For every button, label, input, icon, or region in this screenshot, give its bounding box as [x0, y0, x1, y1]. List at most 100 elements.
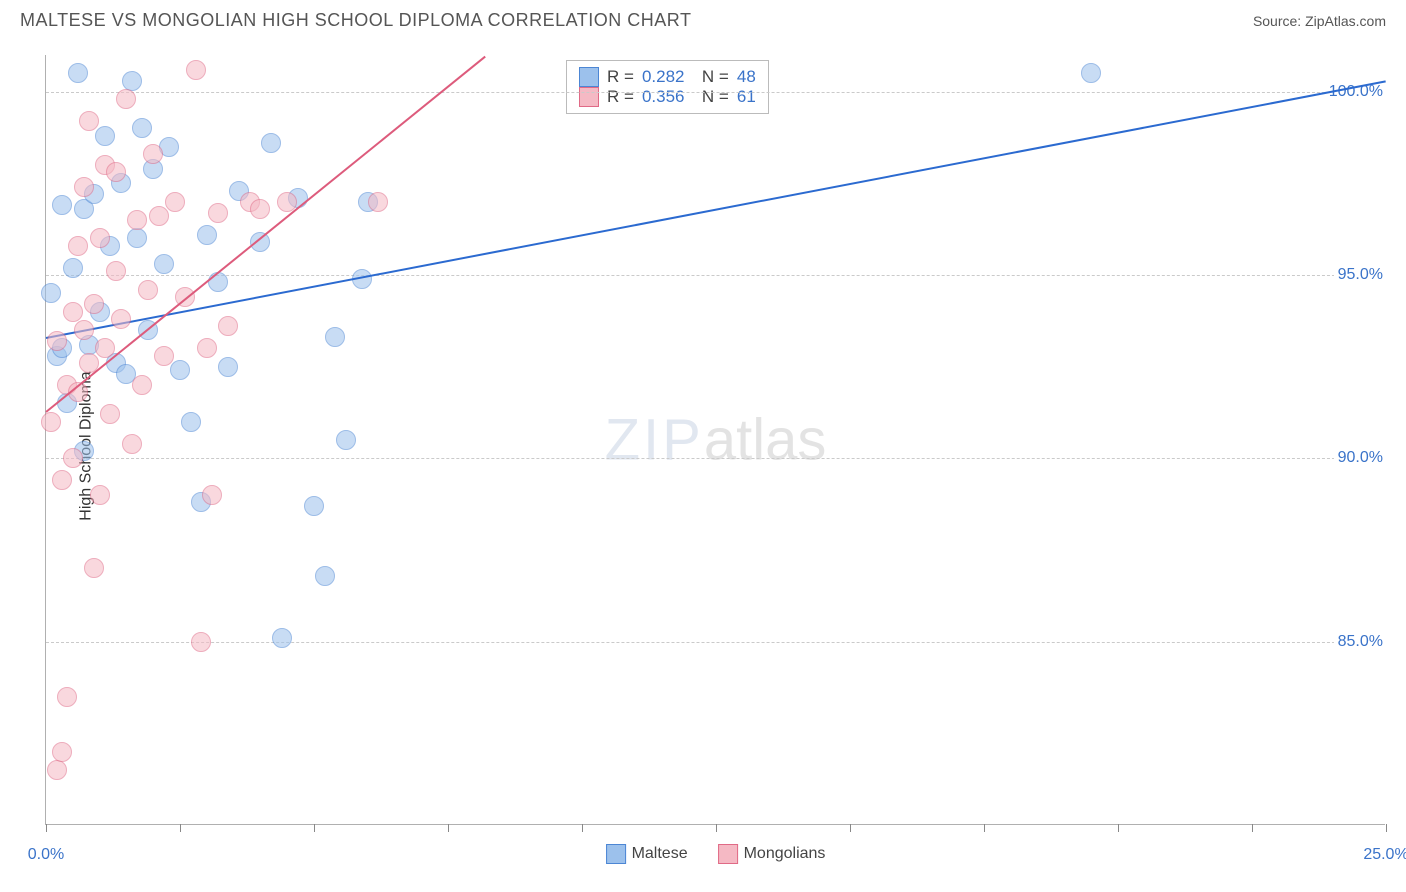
data-point-mongolians [138, 280, 158, 300]
data-point-mongolians [106, 162, 126, 182]
xtick-mark [314, 824, 315, 832]
data-point-maltese [272, 628, 292, 648]
data-point-mongolians [116, 89, 136, 109]
data-point-maltese [132, 118, 152, 138]
trendline-mongolians [45, 55, 486, 412]
data-point-maltese [63, 258, 83, 278]
data-point-mongolians [57, 687, 77, 707]
n-value-mongolians: 61 [737, 87, 756, 107]
data-point-maltese [154, 254, 174, 274]
data-point-mongolians [47, 331, 67, 351]
xtick-mark [1118, 824, 1119, 832]
watermark: ZIPatlas [605, 406, 827, 473]
xtick-mark [582, 824, 583, 832]
xtick-mark [448, 824, 449, 832]
data-point-maltese [315, 566, 335, 586]
data-point-mongolians [191, 632, 211, 652]
n-label: N = [692, 67, 728, 87]
data-point-maltese [41, 283, 61, 303]
ytick-label: 90.0% [1334, 449, 1387, 467]
data-point-mongolians [143, 144, 163, 164]
swatch-maltese [579, 67, 599, 87]
r-label: R = [607, 67, 634, 87]
correlation-legend: R = 0.282 N = 48 R = 0.356 N = 61 [566, 60, 769, 114]
data-point-mongolians [186, 60, 206, 80]
legend-swatch-mongolians [718, 844, 738, 864]
ytick-label: 85.0% [1334, 633, 1387, 651]
data-point-mongolians [218, 316, 238, 336]
data-point-maltese [52, 195, 72, 215]
data-point-maltese [127, 228, 147, 248]
gridline-h [46, 92, 1385, 93]
xtick-mark [716, 824, 717, 832]
ytick-label: 95.0% [1334, 266, 1387, 284]
data-point-mongolians [100, 404, 120, 424]
gridline-h [46, 458, 1385, 459]
data-point-mongolians [41, 412, 61, 432]
data-point-mongolians [127, 210, 147, 230]
data-point-maltese [325, 327, 345, 347]
xtick-label: 25.0% [1363, 846, 1406, 864]
chart-header: MALTESE VS MONGOLIAN HIGH SCHOOL DIPLOMA… [0, 0, 1406, 36]
data-point-mongolians [132, 375, 152, 395]
r-value-maltese: 0.282 [642, 67, 685, 87]
data-point-mongolians [368, 192, 388, 212]
r-label: R = [607, 87, 634, 107]
data-point-mongolians [63, 302, 83, 322]
data-point-maltese [95, 126, 115, 146]
data-point-mongolians [84, 558, 104, 578]
legend-swatch-maltese [606, 844, 626, 864]
n-value-maltese: 48 [737, 67, 756, 87]
swatch-mongolians [579, 87, 599, 107]
watermark-part1: ZIP [605, 407, 704, 472]
data-point-mongolians [208, 203, 228, 223]
source-label: Source: ZipAtlas.com [1253, 13, 1386, 29]
data-point-mongolians [84, 294, 104, 314]
legend-row-mongolians: R = 0.356 N = 61 [579, 87, 756, 107]
data-point-mongolians [47, 760, 67, 780]
data-point-maltese [261, 133, 281, 153]
legend-label-mongolians: Mongolians [744, 845, 826, 862]
legend-item-maltese: Maltese [606, 844, 688, 864]
data-point-mongolians [74, 177, 94, 197]
n-label: N = [692, 87, 728, 107]
gridline-h [46, 275, 1385, 276]
data-point-maltese [68, 63, 88, 83]
data-point-mongolians [95, 338, 115, 358]
data-point-mongolians [197, 338, 217, 358]
watermark-part2: atlas [704, 407, 827, 472]
data-point-mongolians [90, 485, 110, 505]
plot-area: ZIPatlas R = 0.282 N = 48 R = 0.356 N = … [45, 55, 1385, 825]
data-point-mongolians [79, 111, 99, 131]
data-point-maltese [122, 71, 142, 91]
legend-row-maltese: R = 0.282 N = 48 [579, 67, 756, 87]
data-point-mongolians [111, 309, 131, 329]
data-point-maltese [1081, 63, 1101, 83]
r-value-mongolians: 0.356 [642, 87, 685, 107]
series-legend: Maltese Mongolians [606, 844, 826, 864]
data-point-mongolians [154, 346, 174, 366]
data-point-mongolians [250, 199, 270, 219]
data-point-maltese [218, 357, 238, 377]
data-point-mongolians [149, 206, 169, 226]
xtick-mark [850, 824, 851, 832]
data-point-maltese [336, 430, 356, 450]
legend-item-mongolians: Mongolians [718, 844, 826, 864]
gridline-h [46, 642, 1385, 643]
data-point-mongolians [202, 485, 222, 505]
xtick-label: 0.0% [28, 846, 64, 864]
xtick-mark [1252, 824, 1253, 832]
xtick-mark [1386, 824, 1387, 832]
data-point-mongolians [122, 434, 142, 454]
data-point-mongolians [106, 261, 126, 281]
data-point-maltese [181, 412, 201, 432]
xtick-mark [984, 824, 985, 832]
data-point-mongolians [74, 320, 94, 340]
data-point-mongolians [52, 470, 72, 490]
legend-label-maltese: Maltese [632, 845, 688, 862]
xtick-mark [46, 824, 47, 832]
data-point-maltese [197, 225, 217, 245]
data-point-maltese [304, 496, 324, 516]
data-point-mongolians [63, 448, 83, 468]
data-point-mongolians [52, 742, 72, 762]
